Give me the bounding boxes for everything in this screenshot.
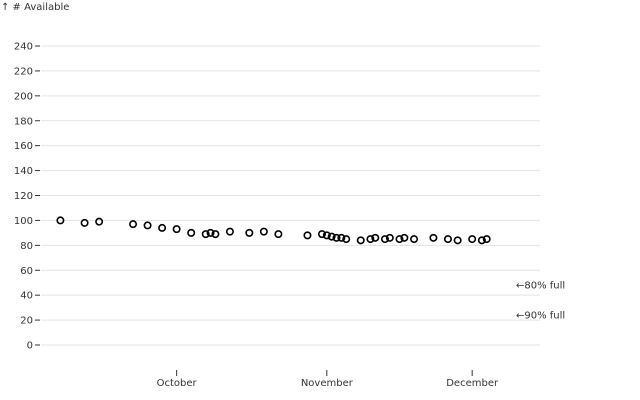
data-point-24 <box>371 233 380 242</box>
y-tick-label-80: 80 <box>20 241 33 252</box>
data-point-31 <box>443 235 452 244</box>
y-axis: 0 20 40 60 80 100 120 140 160 180 200 220 240 <box>14 42 40 352</box>
annotation-0: ←80% full <box>516 281 565 292</box>
y-tick-label-120: 120 <box>14 191 33 202</box>
y-tick-label-200: 200 <box>14 91 33 102</box>
data-point-21 <box>342 235 351 244</box>
data-point-16 <box>317 230 326 239</box>
y-tick-label-180: 180 <box>14 116 33 127</box>
x-axis: October November December <box>157 370 499 389</box>
data-point-33 <box>468 235 477 244</box>
data-point-20 <box>337 233 346 242</box>
data-point-30 <box>429 233 438 242</box>
annotation-1: ←90% full <box>516 311 565 322</box>
data-point-35 <box>482 235 491 244</box>
data-point-11 <box>225 227 234 236</box>
data-point-0 <box>56 216 65 225</box>
grid-lines <box>41 45 540 346</box>
y-tick-label-100: 100 <box>14 216 33 227</box>
x-tick-label-december: December <box>446 378 499 389</box>
data-point-8 <box>201 230 210 239</box>
data-point-2 <box>95 217 104 226</box>
data-point-23 <box>366 235 375 244</box>
data-point-27 <box>395 235 404 244</box>
x-tick-label-november: November <box>301 378 354 389</box>
y-tick-label-20: 20 <box>20 316 33 327</box>
y-tick-label-220: 220 <box>14 66 33 77</box>
data-point-25 <box>380 235 389 244</box>
data-point-10 <box>211 230 220 239</box>
y-tick-label-160: 160 <box>14 141 33 152</box>
y-axis-title: ↑ # Available <box>1 2 69 13</box>
data-point-9 <box>206 228 215 237</box>
data-point-6 <box>172 225 181 234</box>
data-point-19 <box>332 233 341 242</box>
x-tick-label-october: October <box>157 378 198 389</box>
data-point-29 <box>410 235 419 244</box>
data-point-17 <box>322 231 331 240</box>
data-point-26 <box>385 233 394 242</box>
data-point-12 <box>245 228 254 237</box>
y-tick-label-140: 140 <box>14 166 33 177</box>
data-point-18 <box>327 232 336 241</box>
data-point-7 <box>187 228 196 237</box>
data-point-1 <box>80 218 89 227</box>
data-point-5 <box>158 223 167 232</box>
y-tick-label-60: 60 <box>20 266 33 277</box>
data-point-22 <box>356 236 365 245</box>
data-point-13 <box>259 227 268 236</box>
data-point-14 <box>274 230 283 239</box>
data-point-3 <box>129 220 138 229</box>
y-tick-label-0: 0 <box>27 341 33 352</box>
y-tick-label-40: 40 <box>20 291 33 302</box>
data-point-32 <box>453 236 462 245</box>
data-points <box>56 216 491 245</box>
annotations: ←80% full ←90% full <box>516 281 565 322</box>
data-point-15 <box>303 231 312 240</box>
data-point-34 <box>477 236 486 245</box>
data-point-4 <box>143 221 152 230</box>
data-point-28 <box>400 233 409 242</box>
y-tick-label-240: 240 <box>14 42 33 53</box>
